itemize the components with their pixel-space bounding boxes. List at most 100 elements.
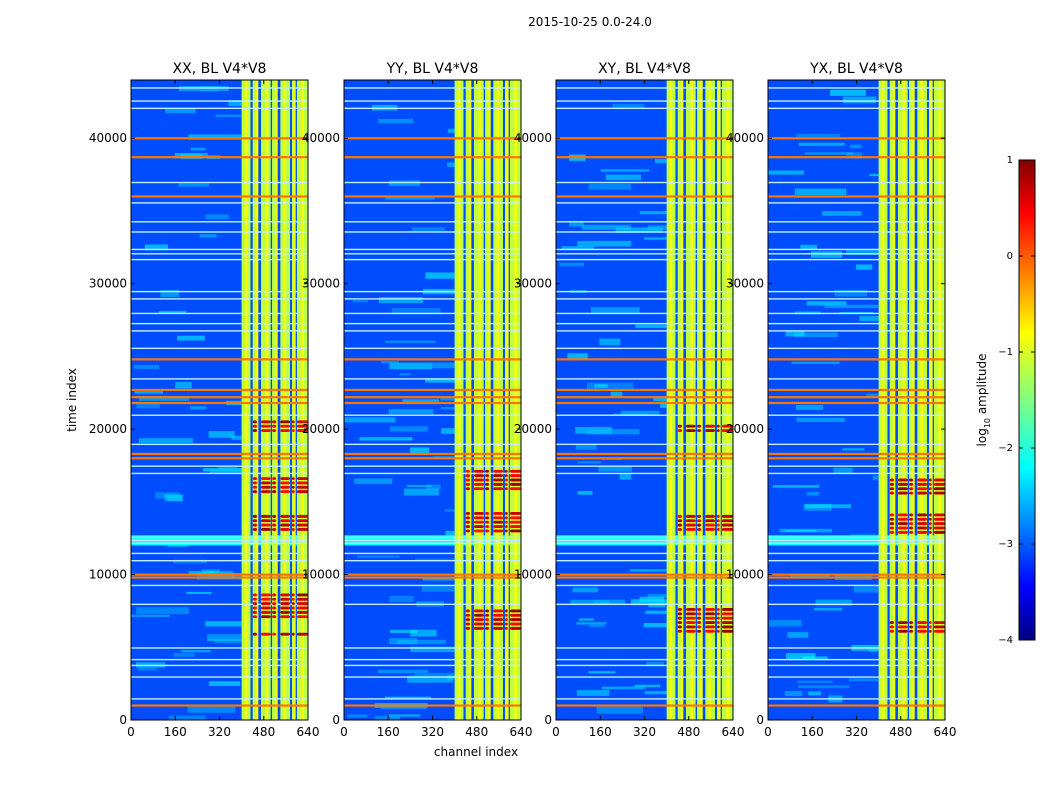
heatmap-rfi-block — [705, 424, 716, 428]
heatmap-texture — [131, 614, 170, 618]
heatmap-texture — [175, 381, 192, 389]
heatmap-pale-row — [768, 414, 945, 416]
panel-heatmap-2 — [556, 80, 733, 720]
heatmap-rfi-block — [928, 621, 932, 624]
heatmap-orange-row — [131, 401, 308, 405]
heatmap-rfi-block — [280, 597, 291, 601]
heatmap-rfi-block — [909, 482, 914, 486]
heatmap-texture — [388, 409, 434, 415]
heatmap-hot-channel — [690, 80, 694, 720]
heatmap-texture — [590, 307, 640, 314]
heatmap-texture — [619, 474, 632, 480]
heatmap-rfi-block — [705, 629, 716, 633]
panel-heatmap-3 — [768, 80, 945, 720]
y-tick-label: 0 — [544, 713, 552, 727]
heatmap-orange-row — [556, 452, 733, 456]
heatmap-pale-row — [556, 539, 733, 542]
x-tick-label: 480 — [252, 725, 275, 739]
heatmap-rfi-block — [685, 429, 696, 432]
heatmap-hot-channel — [457, 80, 461, 720]
heatmap-pale-row — [131, 676, 308, 678]
heatmap-texture — [643, 623, 667, 628]
heatmap-texture — [415, 558, 455, 562]
heatmap-texture — [425, 378, 455, 383]
heatmap-texture — [612, 103, 645, 108]
heatmap-rfi-block — [509, 613, 521, 617]
heatmap-rfi-block — [509, 618, 521, 622]
heatmap-texture — [620, 410, 660, 416]
heatmap-orange-row — [344, 452, 521, 456]
panels-group: XX, BL V4*V8 0 160 320 480 640 0 10000 20000 3000… — [89, 61, 957, 739]
heatmap-texture — [389, 629, 418, 633]
heatmap-rfi-block — [889, 478, 895, 482]
heatmap-pale-row — [556, 664, 733, 667]
heatmap-texture — [397, 639, 446, 645]
heatmap-hot-channel — [506, 80, 509, 720]
heatmap-pale-row — [131, 664, 308, 667]
panel-title: YX, BL V4*V8 — [809, 61, 903, 77]
heatmap-pale-row — [344, 100, 521, 102]
heatmap-rfi-block — [933, 522, 945, 526]
panel-heatmap-1 — [344, 80, 521, 720]
heatmap-texture — [215, 114, 242, 118]
heatmap-rfi-block — [705, 528, 716, 531]
heatmap-orange-row — [344, 573, 521, 576]
heatmap-rfi-block — [685, 625, 696, 629]
heatmap-rfi-block — [721, 629, 733, 633]
heatmap-rfi-block — [465, 626, 471, 630]
panel-title: YY, BL V4*V8 — [386, 61, 479, 77]
heatmap-texture — [410, 646, 455, 653]
heatmap-pale-row — [131, 107, 308, 110]
heatmap-rfi-block — [272, 420, 277, 424]
heatmap-rfi-block — [716, 621, 720, 624]
heatmap-texture — [572, 587, 599, 593]
heatmap-pale-row — [344, 181, 521, 184]
heatmap-rfi-block — [677, 514, 683, 518]
heatmap-rfi-block — [280, 424, 291, 428]
heatmap-pale-row — [344, 221, 521, 223]
heatmap-rfi-block — [897, 478, 908, 482]
y-tick-label: 20000 — [89, 422, 127, 436]
heatmap-texture — [391, 308, 441, 315]
heatmap-rfi-block — [677, 612, 683, 616]
heatmap-rfi-block — [280, 429, 291, 432]
heatmap-rfi-block — [897, 522, 908, 526]
heatmap-pale-row — [556, 253, 733, 255]
heatmap-orange-row — [768, 457, 945, 460]
heatmap-rfi-block — [485, 469, 490, 473]
heatmap-rfi-block — [716, 519, 720, 523]
heatmap-rfi-block — [473, 622, 484, 626]
heatmap-texture — [205, 621, 242, 627]
heatmap-rfi-block — [465, 478, 471, 482]
heatmap-rfi-block — [272, 632, 277, 636]
heatmap-texture — [567, 353, 588, 361]
heatmap-rfi-block — [721, 625, 733, 629]
heatmap-rfi-block — [677, 616, 683, 620]
heatmap-hot-channel — [244, 80, 248, 720]
heatmap-texture — [133, 365, 159, 369]
heatmap-rfi-block — [280, 519, 291, 523]
heatmap-rfi-block — [260, 429, 271, 432]
heatmap-orange-row — [131, 704, 308, 707]
heatmap-rfi-block — [485, 626, 490, 630]
heatmap-rfi-block — [493, 626, 504, 630]
heatmap-texture — [165, 108, 196, 114]
x-tick-label: 640 — [934, 725, 957, 739]
heatmap-rfi-block — [909, 487, 914, 491]
heatmap-rfi-block — [493, 487, 504, 491]
heatmap-hot-channel — [514, 80, 517, 720]
heatmap-orange-row — [556, 195, 733, 198]
heatmap-texture — [173, 652, 195, 657]
heatmap-pale-row — [556, 698, 733, 700]
heatmap-texture — [599, 338, 621, 346]
y-tick-label: 10000 — [726, 568, 764, 582]
heatmap-texture — [136, 607, 189, 615]
heatmap-rfi-block — [260, 424, 271, 428]
heatmap-rfi-block — [272, 615, 277, 619]
heatmap-texture — [138, 438, 194, 444]
heatmap-texture — [200, 86, 219, 92]
heatmap-texture — [824, 304, 879, 309]
heatmap-rfi-block — [296, 424, 308, 428]
colorbar-tick-label: −2 — [998, 443, 1013, 454]
heatmap-rfi-block — [291, 602, 295, 606]
